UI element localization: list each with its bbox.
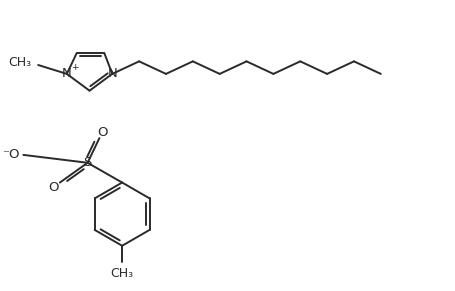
- Text: O: O: [49, 181, 59, 194]
- Text: +: +: [71, 63, 78, 72]
- Text: N: N: [107, 68, 117, 80]
- Text: S: S: [83, 156, 92, 169]
- Text: CH₃: CH₃: [111, 267, 134, 281]
- Text: ⁻O: ⁻O: [2, 148, 20, 162]
- Text: O: O: [97, 126, 108, 139]
- Text: CH₃: CH₃: [8, 56, 31, 69]
- Text: N: N: [62, 68, 72, 80]
